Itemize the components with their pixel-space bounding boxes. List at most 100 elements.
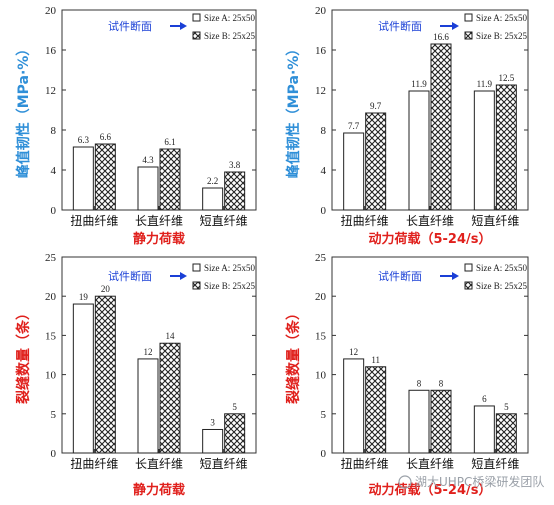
legend-label-a: Size A: 25x50 [476, 263, 527, 273]
legend: Size A: 25x50 Size B: 25x25 [464, 13, 527, 41]
y-tick-label: 10 [315, 370, 327, 382]
bar-size-b [495, 413, 517, 454]
legend: Size A: 25x50 Size B: 25x25 [192, 13, 255, 41]
legend-label-a: Size A: 25x50 [204, 263, 255, 273]
y-tick-label: 10 [45, 370, 57, 382]
bar-size-b [365, 112, 387, 211]
bar-size-a [137, 358, 159, 454]
bar-size-a [408, 389, 430, 454]
bar-size-b [224, 413, 246, 454]
bar-size-b [94, 143, 116, 211]
specimen-note: 试件断面 [108, 19, 187, 33]
y-tick-label: 0 [321, 448, 327, 460]
legend-swatch-b [464, 281, 473, 290]
specimen-note: 试件断面 [108, 269, 187, 283]
y-tick-label: 12 [45, 85, 56, 97]
data-label: 9.7 [370, 101, 382, 111]
chart-panel-2: 0 4 8 12 16 20 峰值韧性（MPa·%） 扭曲纤维 7.7 9.7 长直纤维 11.9 16… [285, 5, 529, 247]
y-axis-label: 峰值韧性（MPa·%） [15, 42, 32, 179]
y-tick-label: 0 [51, 448, 57, 460]
data-label: 5 [504, 402, 509, 412]
data-label: 8 [417, 378, 422, 388]
bar-size-b [224, 171, 246, 211]
data-label: 6.1 [164, 137, 175, 147]
data-label: 5 [232, 402, 237, 412]
bar-size-a [473, 405, 495, 454]
legend-swatch-b [192, 31, 201, 40]
y-tick-label: 8 [321, 125, 327, 137]
y-axis-label: 峰值韧性（MPa·%） [285, 42, 302, 179]
bar-size-a [137, 166, 159, 211]
legend-label-b: Size B: 25x25 [476, 31, 527, 41]
y-tick-label: 5 [51, 409, 57, 421]
wechat-icon [398, 475, 412, 489]
bar-size-b [495, 84, 517, 211]
specimen-note-text: 试件断面 [108, 19, 152, 33]
arrow-head-icon [180, 272, 187, 280]
data-label: 19 [79, 292, 89, 302]
y-tick-label: 16 [45, 45, 57, 57]
chart-panel-4: 0 5 10 15 20 25 裂缝数量（条） 扭曲纤维 12 11 长直纤维 8 8 短直纤维 6 5 动力荷… [285, 252, 529, 498]
legend-label-b: Size B: 25x25 [204, 281, 255, 291]
bar-size-a [343, 358, 365, 454]
data-label: 2.2 [207, 176, 218, 186]
legend-swatch-a [464, 13, 473, 22]
legend-swatch-b [464, 31, 473, 40]
y-tick-label: 20 [45, 291, 57, 303]
bar-size-a [72, 146, 94, 211]
specimen-note: 试件断面 [378, 19, 459, 33]
bar-size-b [430, 43, 452, 211]
arrow-head-icon [180, 22, 187, 30]
data-label: 8 [439, 378, 444, 388]
data-label: 16.6 [433, 32, 449, 42]
arrow-head-icon [452, 272, 459, 280]
y-tick-label: 20 [45, 5, 57, 17]
specimen-note-text: 试件断面 [378, 269, 422, 283]
y-tick-label: 25 [315, 252, 327, 264]
bar-size-b [159, 148, 181, 211]
legend: Size A: 25x50 Size B: 25x25 [192, 263, 255, 291]
data-label: 3 [210, 417, 215, 427]
x-axis-label: 动力荷载（5-24/s） [368, 482, 491, 498]
data-label: 11.9 [411, 79, 427, 89]
x-tick-label: 长直纤维 [135, 457, 183, 471]
data-label: 12 [349, 347, 358, 357]
y-tick-label: 15 [315, 330, 327, 342]
bar-size-a [343, 132, 365, 211]
x-tick-label: 短直纤维 [200, 457, 248, 471]
x-tick-label: 短直纤维 [200, 214, 248, 228]
specimen-note-text: 试件断面 [378, 19, 422, 33]
y-tick-label: 12 [315, 85, 326, 97]
data-label: 6.6 [100, 132, 112, 142]
x-tick-label: 扭曲纤维 [341, 457, 389, 471]
data-label: 6 [482, 394, 487, 404]
x-axis-label: 动力荷载（5-24/s） [368, 231, 491, 247]
y-tick-label: 0 [51, 205, 57, 217]
data-label: 12 [144, 347, 153, 357]
bar-size-a [72, 303, 94, 454]
y-axis-label: 裂缝数量（条） [285, 306, 302, 405]
x-tick-label: 扭曲纤维 [70, 457, 118, 471]
specimen-note: 试件断面 [378, 269, 459, 283]
legend-label-a: Size A: 25x50 [204, 13, 255, 23]
legend-label-a: Size A: 25x50 [476, 13, 527, 23]
legend-swatch-a [464, 263, 473, 272]
data-label: 12.5 [498, 73, 514, 83]
legend-label-b: Size B: 25x25 [476, 281, 527, 291]
x-axis-label: 静力荷载 [133, 231, 185, 247]
watermark-text: 湖大UHPC桥梁研发团队 [415, 474, 544, 489]
data-label: 3.8 [229, 160, 241, 170]
legend-label-b: Size B: 25x25 [204, 31, 255, 41]
specimen-note-text: 试件断面 [108, 269, 152, 283]
watermark: 湖大UHPC桥梁研发团队 [398, 474, 544, 489]
y-tick-label: 0 [321, 205, 327, 217]
data-label: 6.3 [78, 135, 90, 145]
y-tick-label: 20 [315, 5, 327, 17]
data-label: 11.9 [477, 79, 493, 89]
legend-swatch-b [192, 281, 201, 290]
y-tick-label: 5 [321, 409, 327, 421]
bar-size-b [430, 389, 452, 454]
bar-size-b [159, 342, 181, 454]
y-tick-label: 15 [45, 330, 57, 342]
chart-panel-3: 0 5 10 15 20 25 裂缝数量（条） 扭曲纤维 19 20 长直纤维 12 14 短直纤维 3 5 静… [15, 252, 257, 498]
